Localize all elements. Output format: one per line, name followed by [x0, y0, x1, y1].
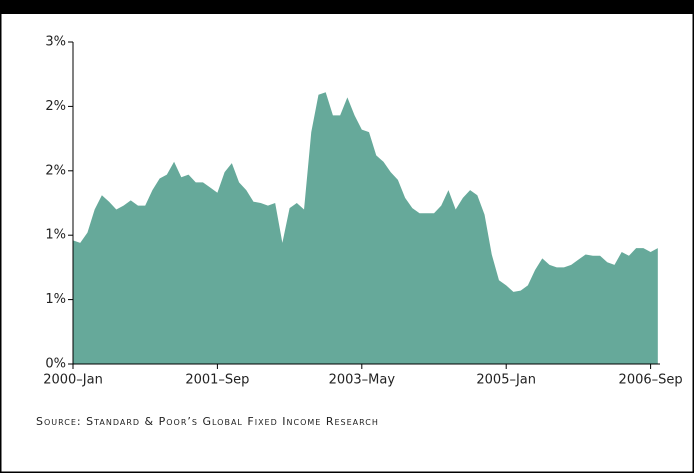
x-tick-label: 2000–Jan [43, 373, 103, 388]
x-tick-label: 2006–Sep [619, 373, 683, 388]
header-bar [0, 0, 694, 14]
y-tick-label: 2% [45, 99, 66, 114]
y-tick-label: 1% [45, 292, 66, 307]
area [73, 92, 658, 365]
source-note: Source: Standard & Poor’s Global Fixed I… [36, 415, 379, 428]
y-tick-label: 3% [45, 35, 66, 50]
y-tick-label: 0% [45, 357, 66, 372]
x-tick-label: 2001–Sep [185, 373, 249, 388]
y-tick-label: 1% [45, 228, 66, 243]
x-tick-label: 2005–Jan [476, 373, 536, 388]
x-tick-label: 2003–May [329, 373, 396, 388]
y-tick-label: 2% [45, 163, 66, 178]
